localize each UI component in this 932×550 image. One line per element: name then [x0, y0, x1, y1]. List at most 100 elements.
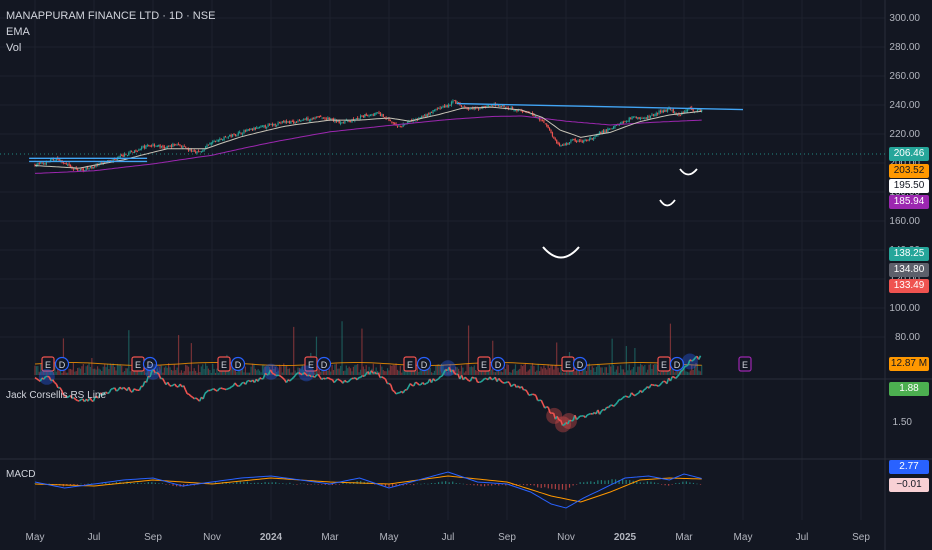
volume-bar — [209, 370, 211, 375]
volume-bar — [432, 372, 434, 375]
volume-bar — [618, 372, 620, 375]
volume-bar — [479, 370, 481, 375]
volume-bar — [492, 340, 494, 375]
candle-body — [610, 128, 612, 130]
volume-bar — [197, 364, 200, 375]
symbol-title[interactable]: MANAPPURAM FINANCE LTD · 1D · NSE — [6, 10, 216, 22]
macd-histogram-bar — [289, 482, 291, 484]
rs-line-segment — [685, 364, 689, 367]
rs-pane-label[interactable]: Jack Corsellis RS Line — [6, 390, 107, 401]
macd-histogram-bar — [257, 482, 259, 484]
cup-arc-drawings[interactable] — [542, 168, 698, 259]
rs-line-segment — [278, 374, 282, 378]
candle-body — [142, 146, 144, 148]
candle-body — [310, 119, 312, 121]
candle-body — [119, 155, 121, 158]
earnings-marker-label: E — [742, 360, 748, 370]
candle-body — [622, 121, 625, 123]
candle-body — [657, 113, 659, 115]
volume-bar — [671, 369, 673, 375]
candle-body — [263, 125, 265, 127]
candle-body — [469, 108, 471, 110]
rs-line-segment — [349, 377, 353, 381]
macd-histogram-bar — [565, 484, 567, 491]
rs-line-segment — [684, 365, 687, 368]
volume-bar — [499, 371, 501, 375]
candle-body — [216, 140, 218, 142]
macd-histogram-bar — [625, 480, 627, 484]
candle-body — [207, 144, 210, 146]
rs-line-segment — [50, 379, 54, 382]
candle-body — [212, 141, 214, 143]
price-axis-tick: 280.00 — [889, 42, 920, 53]
volume-bar — [34, 365, 36, 375]
volume-bar — [264, 366, 266, 375]
volume-bar — [65, 372, 67, 375]
candle-body — [627, 120, 629, 122]
rs-line-segment — [273, 373, 277, 377]
volume-bar — [126, 368, 128, 375]
volume-bar — [676, 369, 679, 375]
candle-body — [398, 125, 400, 127]
dividend-marker — [572, 356, 588, 372]
volume-bar — [645, 372, 647, 375]
candle-body — [271, 124, 273, 126]
time-axis-tick: Mar — [675, 532, 693, 543]
macd-histogram-bar — [664, 484, 666, 486]
volume-bar — [64, 367, 66, 375]
candle-body — [371, 114, 373, 116]
volume-bar — [600, 367, 602, 375]
volume-bar — [689, 370, 691, 375]
candle-body — [458, 102, 460, 104]
volume-bar — [652, 364, 654, 375]
volume-bar — [207, 368, 210, 375]
volume-bar — [556, 342, 558, 375]
candle-body — [335, 119, 337, 122]
volume-bar — [236, 371, 238, 375]
candle-body — [368, 115, 370, 117]
indicator-ema-label[interactable]: EMA — [6, 26, 30, 38]
macd-histogram-bar — [154, 482, 156, 484]
candle-body — [460, 105, 463, 108]
candle-body — [426, 113, 428, 117]
macd-histogram-bar — [448, 482, 450, 484]
volume-bar — [607, 372, 609, 375]
candle-body — [611, 128, 613, 129]
candle-body — [322, 117, 325, 119]
candle-body — [448, 104, 450, 108]
volume-bar — [591, 366, 593, 375]
rs-line-segment — [602, 408, 606, 411]
indicator-vol-label[interactable]: Vol — [6, 42, 22, 54]
trendlines[interactable] — [29, 102, 744, 163]
candle-body — [376, 112, 379, 114]
volume-bar — [625, 346, 627, 375]
volume-bar — [516, 370, 518, 375]
volume-bar — [128, 330, 130, 375]
candle-body — [567, 142, 569, 144]
candle-body — [391, 121, 393, 123]
candle-body — [543, 120, 545, 123]
rs-line-segment — [282, 377, 286, 381]
volume-bar — [402, 369, 404, 375]
candle-body — [477, 108, 480, 110]
volume-bar — [540, 366, 542, 375]
volume-bar — [88, 363, 90, 375]
volume-bar — [351, 371, 353, 375]
macd-pane-label[interactable]: MACD — [6, 469, 36, 480]
macd-histogram-bar — [462, 483, 464, 485]
macd-histogram-bar — [69, 484, 71, 486]
macd-histogram-bar — [413, 484, 415, 486]
rs-line-segment — [422, 381, 426, 386]
rs-line-segment — [321, 377, 325, 381]
candle-body — [250, 128, 252, 130]
candle-body — [146, 145, 148, 147]
candle-body — [399, 126, 401, 128]
volume-bar — [85, 366, 87, 375]
macd-histogram-bar — [466, 484, 468, 485]
candle-body — [490, 105, 492, 107]
candle-body — [187, 148, 190, 151]
rs-line-segment — [300, 373, 303, 376]
candle-body — [347, 120, 349, 122]
